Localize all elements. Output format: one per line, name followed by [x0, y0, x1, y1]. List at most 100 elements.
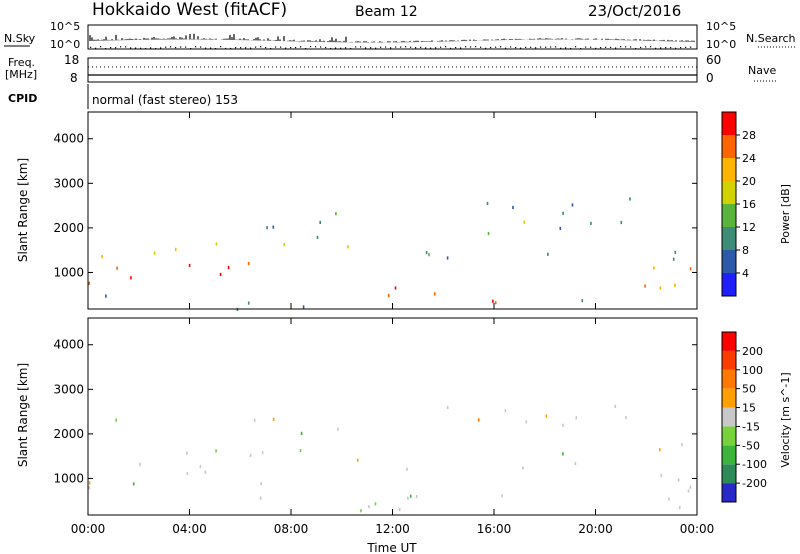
heatmap-cell [571, 203, 574, 207]
search-noise-dot [195, 46, 197, 48]
search-noise-dot [325, 46, 327, 49]
search-noise-dot [635, 47, 637, 50]
search-noise-dot [230, 47, 232, 50]
heatmap-cell [562, 211, 564, 215]
search-noise-dot [665, 47, 667, 49]
search-noise-dot [405, 46, 407, 48]
search-noise-dot [680, 47, 682, 49]
colorbar-tick-label: -100 [742, 458, 767, 471]
search-noise-dot [225, 47, 227, 50]
search-noise-dot [300, 46, 302, 48]
heatmap-cell [227, 266, 230, 270]
sky-tick-bottom: 10^0 [50, 38, 80, 51]
power-panel: 1000 2000 3000 4000 Slant Range [km] [16, 111, 698, 311]
x-tick-label: 04:00 [172, 522, 207, 536]
search-noise-dot [305, 47, 307, 50]
heatmap-cell [215, 242, 218, 246]
x-tick-label: 08:00 [274, 522, 309, 536]
heatmap-cell [115, 418, 117, 422]
search-noise-dot [595, 47, 597, 49]
heatmap-cell [494, 301, 497, 305]
power-y-axis: 1000 2000 3000 4000 [53, 132, 697, 279]
colorbar-tick-label: 15 [742, 402, 756, 415]
heatmap-cell [590, 221, 592, 225]
search-noise-dot [445, 46, 447, 48]
search-noise-dot [505, 47, 507, 49]
search-noise-dot [350, 47, 352, 50]
heatmap-cell [261, 451, 264, 455]
search-noise-dot [320, 46, 322, 48]
heatmap-cell [689, 267, 692, 271]
heatmap-cell [562, 452, 564, 456]
search-noise-dot [535, 47, 537, 49]
search-noise-dot [575, 46, 577, 48]
search-noise-dot [365, 47, 367, 49]
search-noise-dot [610, 46, 612, 48]
colorbar-swatch [722, 204, 736, 227]
heatmap-cell [302, 305, 305, 309]
search-noise-dot [630, 46, 632, 48]
heatmap-cell [247, 261, 250, 266]
search-noise-dot [650, 46, 652, 48]
heatmap-cell [428, 253, 430, 257]
search-noise-dot [340, 47, 342, 49]
velocity-heatmap [88, 404, 692, 513]
search-noise-dot [150, 47, 152, 49]
heatmap-cell [674, 250, 677, 254]
heatmap-cell [620, 220, 623, 225]
search-noise-dot [480, 46, 482, 48]
search-noise-dot [490, 46, 492, 49]
search-noise-dot [335, 47, 337, 49]
heatmap-cell [88, 486, 91, 490]
sky-noise-trace [89, 33, 695, 43]
heatmap-cell [283, 243, 285, 247]
heatmap-cell [272, 225, 275, 229]
heatmap-cell [356, 458, 359, 462]
heatmap-cell [446, 405, 449, 410]
heatmap-cell [523, 220, 525, 224]
figure-title: Hokkaido West (fitACF) [92, 0, 287, 20]
search-noise-dot [640, 46, 642, 49]
heatmap-cell [581, 299, 584, 303]
search-noise-dot [125, 46, 127, 48]
search-noise-dot [165, 46, 167, 48]
cpid-text: normal (fast stereo) 153 [92, 93, 238, 107]
colorbar-swatch [722, 464, 736, 484]
heatmap-cell [347, 245, 349, 249]
heatmap-cell [132, 482, 135, 486]
heatmap-cell [625, 416, 627, 420]
heatmap-cell [512, 205, 514, 210]
heatmap-cell [659, 448, 661, 452]
search-noise-dot [190, 47, 192, 50]
search-noise-dot [645, 46, 647, 48]
freq-label-1: Freq. [8, 56, 35, 69]
search-noise-dot [590, 46, 592, 48]
heatmap-cell [501, 494, 503, 498]
colorbar-tick-label: -200 [742, 477, 767, 490]
heatmap-cell [259, 496, 262, 500]
heatmap-cell [260, 482, 262, 486]
search-noise-dot [495, 46, 497, 48]
colorbar-swatch [722, 181, 736, 204]
search-noise-dot [170, 46, 172, 48]
search-noise-dot [360, 46, 362, 48]
power-frame [87, 111, 698, 310]
search-noise-dot [215, 47, 217, 50]
search-noise-dot [110, 47, 112, 49]
heatmap-cell [674, 283, 676, 287]
heatmap-cell [300, 431, 303, 435]
colorbar-tick-label: -15 [742, 420, 760, 433]
search-noise-dot [435, 47, 437, 49]
search-noise-dot [275, 46, 277, 48]
search-noise-dot [160, 47, 162, 49]
search-noise-dot [280, 46, 282, 48]
search-noise-dot [485, 47, 487, 49]
search-noise-dot [415, 47, 417, 49]
search-noise-dot [460, 47, 462, 49]
beam-label: Beam 12 [355, 4, 418, 20]
heatmap-cell [614, 404, 617, 408]
x-tick-label: 20:00 [578, 522, 613, 536]
search-noise-dot [520, 47, 522, 49]
colorbar-swatch [722, 445, 736, 465]
search-noise-dot [130, 47, 132, 49]
